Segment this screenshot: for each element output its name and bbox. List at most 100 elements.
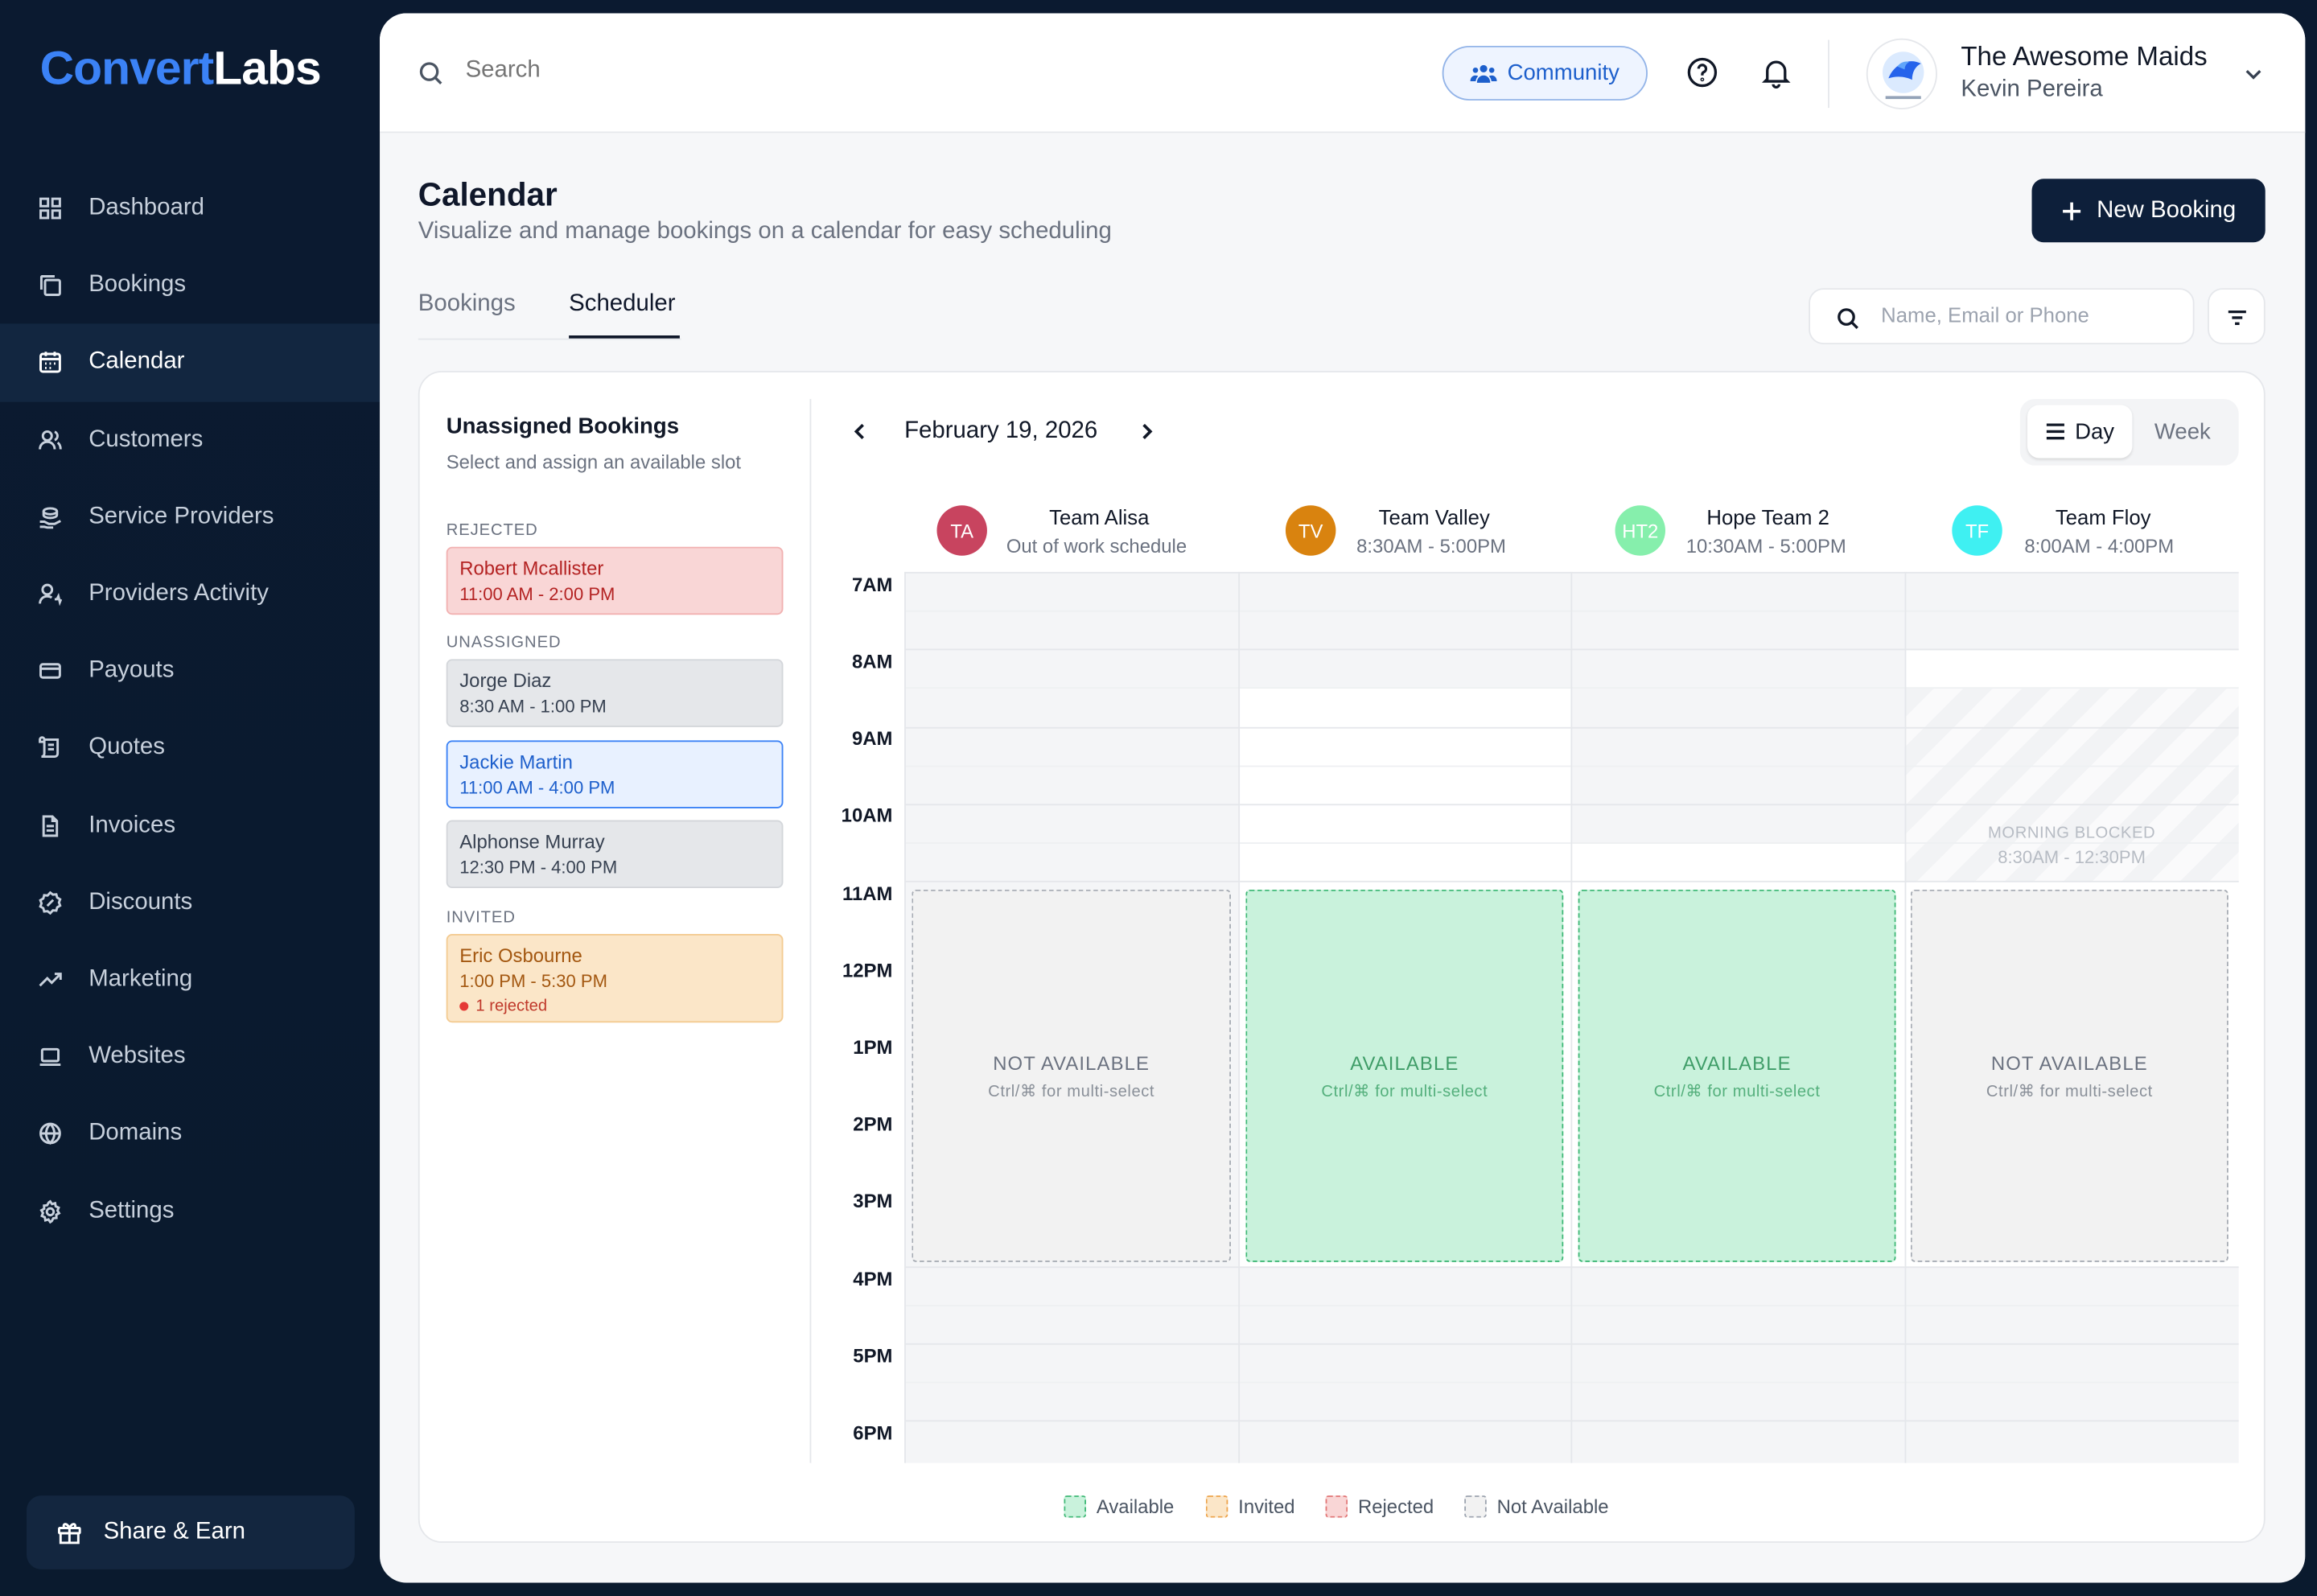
sidebar-item-quotes[interactable]: Quotes [0, 710, 380, 787]
topbar-divider [1828, 39, 1829, 109]
globe-icon [39, 1122, 62, 1146]
sidebar-item-invoices[interactable]: Invoices [0, 787, 380, 864]
team-name: Hope Team 2 [1706, 505, 1829, 529]
org-logo-icon [1883, 51, 1924, 100]
section-label-rejected: REJECTED [446, 521, 538, 540]
slot-hint: Ctrl/⌘ for multi-select [988, 1082, 1155, 1100]
global-search-input[interactable] [465, 57, 1057, 84]
rejected-count-badge: 1 rejected [459, 998, 770, 1015]
slot-not-available[interactable]: NOT AVAILABLE Ctrl/⌘ for multi-select [912, 889, 1232, 1262]
sidebar-item-dashboard[interactable]: Dashboard [0, 170, 380, 247]
sidebar-item-label: Marketing [88, 966, 193, 992]
sidebar-item-websites[interactable]: Websites [0, 1018, 380, 1096]
sidebar-item-discounts[interactable]: Discounts [0, 864, 380, 941]
team-avatar: TA [936, 505, 987, 556]
sidebar-item-providers-activity[interactable]: Providers Activity [0, 556, 380, 633]
sidebar-item-domains[interactable]: Domains [0, 1096, 380, 1173]
view-week-button[interactable]: Week [2154, 418, 2211, 445]
booking-card-unassigned[interactable]: Alphonse Murray 12:30 PM - 4:00 PM [446, 820, 784, 889]
team-header[interactable]: TF Team Floy 8:00AM - 4:00PM [1952, 496, 2247, 565]
chevron-left-icon[interactable] [848, 420, 871, 443]
org-avatar[interactable] [1866, 38, 1937, 109]
grid-icon [39, 196, 62, 220]
sidebar-item-marketing[interactable]: Marketing [0, 941, 380, 1018]
blocked-label: MORNING BLOCKED [1988, 825, 2156, 843]
calendar-icon [39, 351, 62, 374]
slot-available[interactable]: AVAILABLE Ctrl/⌘ for multi-select [1245, 889, 1564, 1262]
search-icon [1838, 308, 1858, 329]
booking-search-input[interactable] [1881, 302, 2177, 327]
sidebar-item-service-providers[interactable]: Service Providers [0, 479, 380, 556]
slot-not-available[interactable]: NOT AVAILABLE Ctrl/⌘ for multi-select [1910, 889, 2229, 1262]
legend-swatch [1205, 1495, 1228, 1517]
team-name: Team Valley [1378, 505, 1490, 529]
team-header[interactable]: TA Team Alisa Out of work schedule [936, 496, 1232, 565]
team-avatar: TV [1285, 505, 1336, 556]
active-tab-indicator [569, 335, 680, 339]
hour-label: 11AM [842, 882, 893, 905]
booking-card-rejected[interactable]: Robert Mcallister 11:00 AM - 2:00 PM [446, 546, 784, 615]
team-column [1570, 571, 1904, 1463]
morning-blocked-area: MORNING BLOCKED 8:30AM - 12:30PM [1904, 689, 2239, 882]
share-earn-label: Share & Earn [103, 1519, 246, 1545]
community-label: Community [1507, 60, 1619, 86]
team-name: Team Alisa [1049, 505, 1150, 529]
sidebar-item-label: Discounts [88, 889, 193, 915]
chevron-right-icon[interactable] [1135, 420, 1158, 443]
slot-hint: Ctrl/⌘ for multi-select [1321, 1082, 1488, 1100]
booking-name: Eric Osbourne [459, 944, 582, 967]
trend-up-icon [39, 968, 62, 991]
legend-label: Available [1096, 1495, 1175, 1517]
chevron-down-icon[interactable] [2241, 62, 2265, 85]
sidebar-item-bookings[interactable]: Bookings [0, 247, 380, 324]
legend-label: Rejected [1357, 1495, 1434, 1517]
panel-divider [809, 398, 812, 1463]
sidebar-nav: Dashboard Bookings Calendar Customers Se… [0, 170, 381, 1250]
community-button[interactable]: Community [1442, 45, 1648, 101]
view-day-label: Day [2075, 418, 2115, 445]
sidebar-item-settings[interactable]: Settings [0, 1173, 380, 1250]
legend-rejected: Rejected [1325, 1491, 1434, 1521]
help-icon[interactable] [1686, 56, 1718, 88]
team-header[interactable]: HT2 Hope Team 2 10:30AM - 5:00PM [1615, 496, 1911, 565]
slot-available[interactable]: AVAILABLE Ctrl/⌘ for multi-select [1578, 889, 1896, 1262]
team-column [1904, 571, 2239, 1463]
off-hours-shade [1238, 1266, 1571, 1463]
app-logo[interactable]: ConvertLabs [40, 41, 322, 96]
sidebar-item-label: Calendar [88, 349, 185, 375]
share-earn-button[interactable]: Share & Earn [27, 1495, 355, 1569]
tab-scheduler[interactable]: Scheduler [569, 290, 676, 317]
hour-label: 3PM [853, 1189, 893, 1212]
booking-card-unassigned[interactable]: Jorge Diaz 8:30 AM - 1:00 PM [446, 659, 784, 727]
sidebar-item-customers[interactable]: Customers [0, 401, 380, 479]
view-toggle: Day Week [2019, 398, 2239, 466]
topbar: Community The Awesome Maids Kevin Pereir… [380, 13, 2306, 134]
tab-bookings[interactable]: Bookings [418, 290, 516, 317]
new-booking-button[interactable]: New Booking [2031, 179, 2266, 243]
copy-icon [39, 274, 62, 297]
bell-icon[interactable] [1760, 56, 1792, 89]
sidebar-item-label: Service Providers [88, 504, 274, 529]
sidebar-item-label: Domains [88, 1121, 183, 1146]
team-hours: 8:30AM - 5:00PM [1356, 535, 1506, 557]
schedule-grid: MORNING BLOCKED 8:30AM - 12:30PM [904, 571, 2239, 1463]
team-avatar: TF [1952, 505, 2002, 556]
hour-label: 8AM [851, 650, 893, 673]
scheduler-card: Unassigned Bookings Select and assign an… [418, 371, 2266, 1543]
team-header[interactable]: TV Team Valley 8:30AM - 5:00PM [1285, 496, 1581, 565]
sidebar-item-payouts[interactable]: Payouts [0, 632, 380, 710]
legend-invited: Invited [1205, 1491, 1295, 1521]
gift-icon [58, 1523, 81, 1545]
filter-button[interactable] [2208, 288, 2266, 345]
current-date: February 19, 2026 [904, 418, 1098, 444]
booking-card-selected[interactable]: Jackie Martin 11:00 AM - 4:00 PM [446, 740, 784, 808]
view-day-button[interactable]: Day [2027, 405, 2133, 459]
booking-card-invited[interactable]: Eric Osbourne 1:00 PM - 5:30 PM 1 reject… [446, 934, 784, 1023]
sidebar-item-label: Customers [88, 426, 204, 452]
filter-icon [2228, 310, 2246, 325]
people-icon [1470, 64, 1497, 82]
sidebar-item-label: Payouts [88, 657, 175, 684]
hour-label: 6PM [853, 1421, 893, 1444]
booking-name: Robert Mcallister [459, 557, 604, 580]
sidebar-item-calendar[interactable]: Calendar [0, 323, 381, 401]
